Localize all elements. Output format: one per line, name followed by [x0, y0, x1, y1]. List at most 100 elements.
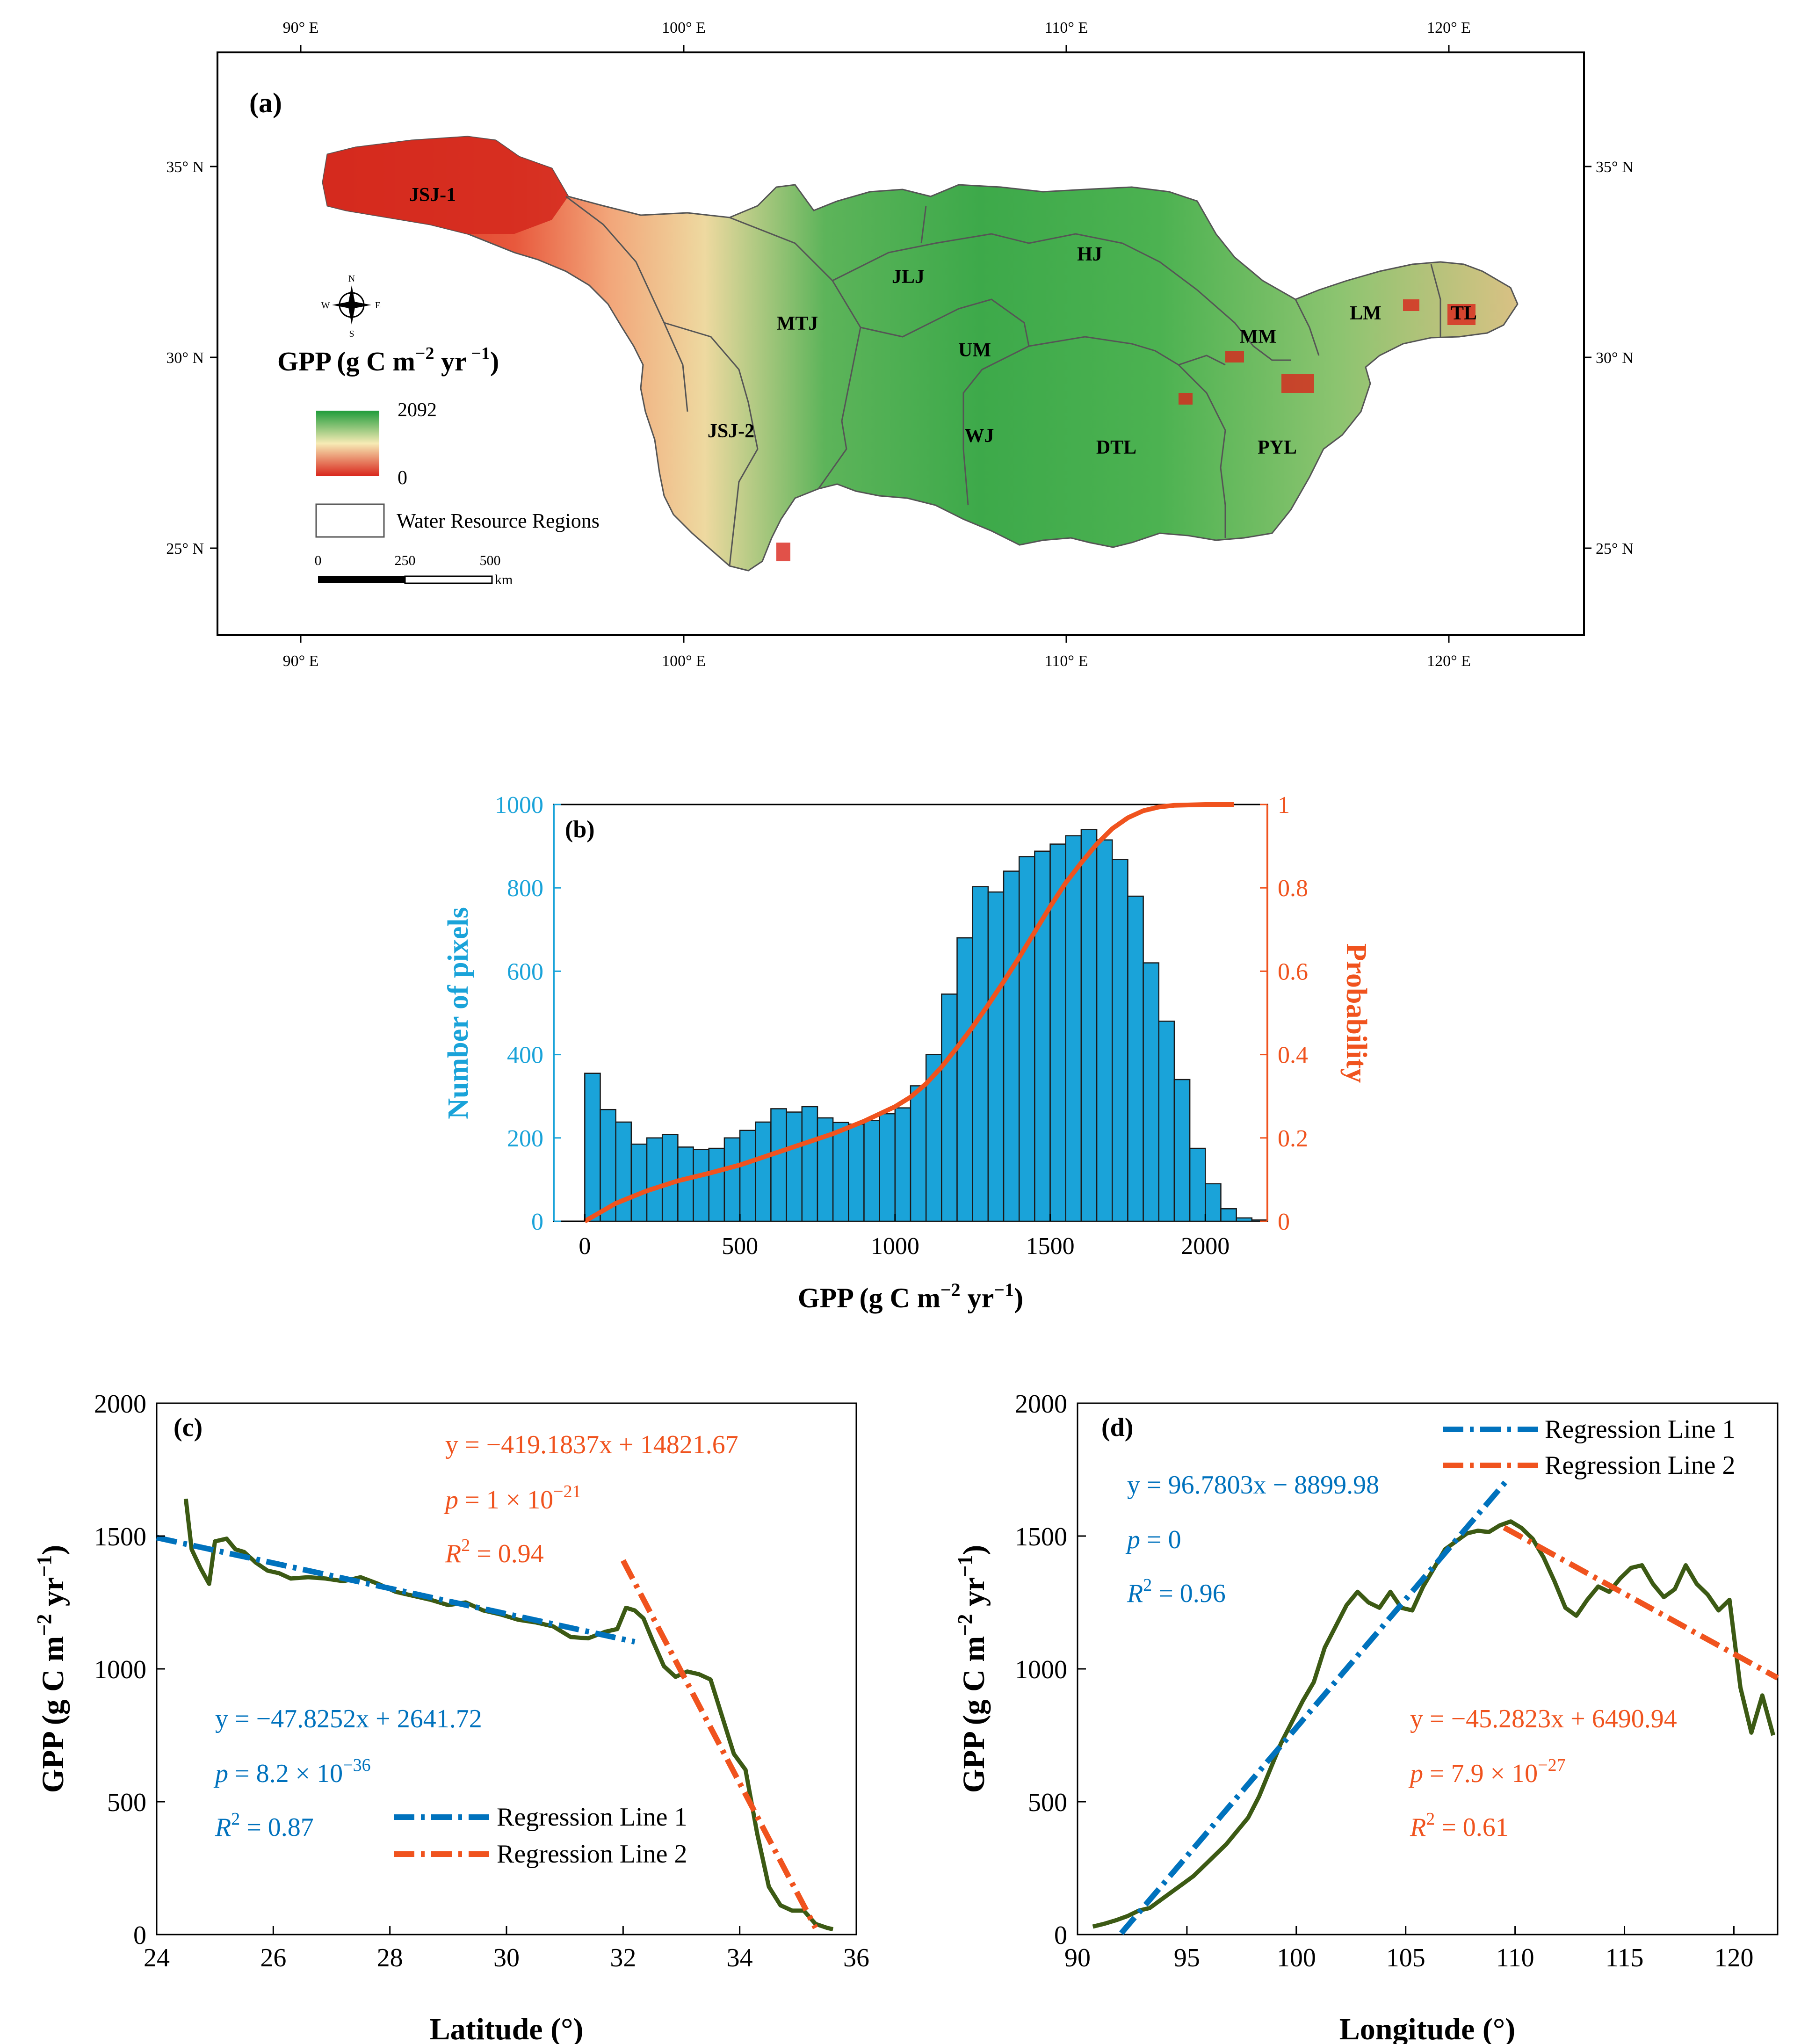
- lon-eq2-p: p = 7.9 × 10−27: [1408, 1755, 1566, 1788]
- compass-w: W: [321, 300, 330, 311]
- hist-y-left-tick-label: 200: [507, 1125, 543, 1152]
- hist-y-right-tick-label: 0.2: [1278, 1125, 1308, 1152]
- longitude-gpp-curve: [1092, 1519, 1775, 1929]
- c-x-tick-label: 30: [493, 1943, 520, 1972]
- lat-ylabel-sup2: −1: [33, 1555, 56, 1577]
- boundary-legend-swatch: [315, 503, 385, 538]
- lat-eq2-r-label: R: [445, 1539, 461, 1568]
- lon-eq1-p: p = 0: [1125, 1525, 1181, 1554]
- hist-xlabel-mid: yr: [961, 1283, 994, 1313]
- region-label-mm: MM: [1239, 326, 1276, 348]
- histogram-bar: [1220, 1208, 1237, 1222]
- c-y-tick-label: 1000: [94, 1655, 146, 1684]
- hist-xlabel-sup1: −2: [940, 1279, 961, 1300]
- lat-eq1-p-text: = 8.2 × 10: [228, 1759, 343, 1788]
- map-right-tick: 30° N: [1596, 349, 1634, 367]
- map-panel: (a) 90° E 100° E 110° E 120° E 90° E 100…: [166, 19, 1633, 670]
- lat-legend-label-2: Regression Line 2: [497, 1840, 687, 1869]
- longitude-ylabel: GPP (g C m−2 yr−1): [954, 1545, 991, 1793]
- histogram-bar: [910, 1085, 927, 1222]
- histogram-bar: [1205, 1183, 1222, 1222]
- hist-y-right-tick-label: 0.4: [1278, 1042, 1308, 1069]
- compass-rose-icon: N S E W: [321, 274, 381, 339]
- map-bottom-tick: 120° E: [1427, 652, 1471, 670]
- lon-eq1-p-text: = 0: [1140, 1525, 1181, 1554]
- d-x-tick-label: 100: [1277, 1943, 1316, 1972]
- lat-eq2-r-text: = 0.94: [470, 1539, 544, 1568]
- lon-legend-label-2: Regression Line 2: [1545, 1451, 1735, 1480]
- map-right-tick: 25° N: [1596, 540, 1634, 558]
- gpp-colorbar: [316, 411, 379, 476]
- map-right-tick: 35° N: [1596, 159, 1634, 176]
- latitude-legend: Regression Line 1 Regression Line 2: [394, 1803, 687, 1869]
- map-left-ticks: 35° N 30° N 25° N: [166, 159, 217, 558]
- lon-eq1-r: R2 = 0.96: [1127, 1575, 1226, 1608]
- lon-eq1-y: y = 96.7803x − 8899.98: [1127, 1471, 1379, 1500]
- lon-eq2-p-text: = 7.9 × 10: [1423, 1759, 1538, 1788]
- latitude-panel: 24 26 28 30 32 34 36 0 500 1000 1500 2000 (c) y = −…: [33, 1390, 869, 2044]
- lat-ylabel-end: ): [36, 1545, 70, 1555]
- lat-eq1-r-label: R: [215, 1813, 231, 1842]
- legend-title-end: ): [490, 346, 499, 377]
- hist-x-tick-label: 2000: [1181, 1233, 1230, 1260]
- longitude-eq2: y = −45.2823x + 6490.94 p = 7.9 × 10−27 …: [1408, 1704, 1677, 1842]
- histogram-bar: [894, 1107, 911, 1222]
- histogram-bar: [1018, 856, 1035, 1222]
- lon-ylabel-end: ): [957, 1545, 991, 1555]
- scale-label-250: 250: [395, 553, 416, 568]
- c-x-tick-label: 36: [843, 1943, 869, 1972]
- scale-label-0: 0: [315, 553, 322, 568]
- longitude-eq1: y = 96.7803x − 8899.98 p = 0 R2 = 0.96: [1125, 1471, 1379, 1608]
- hist-xlabel-end: ): [1014, 1283, 1023, 1313]
- latitude-eq2: y = −419.1837x + 14821.67 p = 1 × 10−21 …: [443, 1430, 738, 1568]
- histogram-bar: [677, 1146, 694, 1222]
- legend-title-main: GPP (g C m: [277, 346, 415, 377]
- legend-title-sup1: −2: [415, 344, 434, 363]
- map-left-tick: 35° N: [166, 159, 204, 176]
- lon-eq2-p-exp: −27: [1538, 1755, 1565, 1775]
- compass-e: E: [375, 300, 381, 311]
- colorbar-min: 0: [398, 467, 407, 489]
- lat-eq1-p-label: p: [213, 1759, 228, 1788]
- histogram-bar: [879, 1113, 896, 1222]
- region-label-jlj: JLJ: [892, 266, 925, 288]
- map-left-tick: 30° N: [166, 349, 204, 367]
- d-x-tick-label: 110: [1496, 1943, 1534, 1972]
- histogram-bar: [1096, 839, 1113, 1222]
- lat-eq2-r-sup: 2: [461, 1536, 470, 1555]
- region-label-lm: LM: [1350, 303, 1381, 324]
- lat-eq1-r-text: = 0.87: [240, 1813, 314, 1842]
- histogram-bar: [615, 1121, 632, 1222]
- map-right-ticks: 35° N 30° N 25° N: [1584, 159, 1634, 558]
- lat-eq1-y: y = −47.8252x + 2641.72: [215, 1704, 482, 1733]
- lon-ylabel-main: GPP (g C m: [957, 1636, 991, 1793]
- c-x-tick-label: 24: [144, 1943, 170, 1972]
- d-x-tick-label: 115: [1606, 1943, 1644, 1972]
- lon-eq2-r-text: = 0.61: [1435, 1813, 1509, 1842]
- map-top-tick: 90° E: [283, 19, 319, 36]
- longitude-regression-line-2: [1503, 1525, 1779, 1681]
- d-y-tick-label: 500: [1028, 1788, 1067, 1817]
- low-gpp-spots: [776, 299, 1476, 561]
- hist-xlabel-main: GPP (g C m: [798, 1283, 940, 1313]
- boundary-legend-label: Water Resource Regions: [397, 509, 600, 532]
- region-label-jsj1: JSJ-1: [409, 184, 456, 206]
- map-legend-title: GPP (g C m−2 yr −1): [277, 344, 499, 377]
- lat-eq1-r: R2 = 0.87: [215, 1809, 314, 1842]
- c-x-tick-label: 26: [260, 1943, 286, 1972]
- map-top-tick: 110° E: [1045, 19, 1088, 36]
- hist-y-right-tick-label: 0.6: [1278, 958, 1308, 985]
- lon-legend-label-1: Regression Line 1: [1545, 1415, 1735, 1444]
- hist-y-right-tick-label: 0.8: [1278, 875, 1308, 902]
- latitude-panel-label: (c): [174, 1413, 203, 1442]
- cdf-curve: [583, 802, 1234, 1224]
- map-top-tick: 100° E: [662, 19, 706, 36]
- lat-eq2-p-exp: −21: [553, 1482, 581, 1501]
- hist-y-right-tick-label: 0: [1278, 1209, 1290, 1235]
- histogram-bar: [1003, 870, 1020, 1222]
- histogram-bar: [956, 937, 973, 1222]
- latitude-eq1: y = −47.8252x + 2641.72 p = 8.2 × 10−36 …: [213, 1704, 482, 1842]
- scale-unit: km: [495, 572, 513, 587]
